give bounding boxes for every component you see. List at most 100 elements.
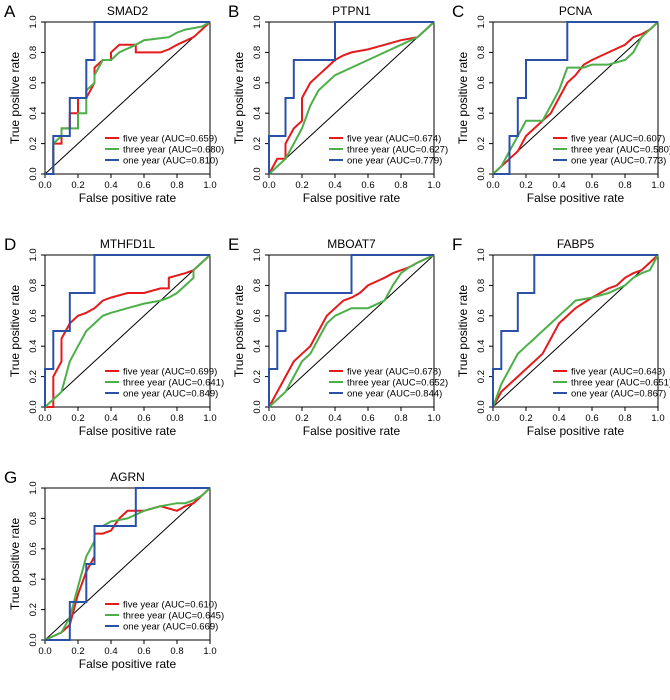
legend-entry: three year (AUC=0.651) (571, 378, 670, 389)
x-tick-label: 0.0 (262, 180, 275, 191)
panel-letter: G (4, 468, 17, 487)
y-axis-title: True positive rate (232, 285, 246, 378)
y-tick-label: 0.6 (252, 76, 263, 89)
panel-letter: E (228, 235, 239, 254)
roc-curve-series-1 (44, 487, 211, 641)
x-tick-label: 0.2 (71, 646, 84, 657)
y-tick-label: 0.8 (476, 279, 487, 292)
legend-entry: three year (AUC=0.680) (123, 145, 224, 156)
x-tick-label: 1.0 (203, 646, 216, 657)
y-tick-label: 0.0 (28, 167, 39, 180)
y-tick-label: 1.0 (28, 15, 39, 28)
legend-entry: five year (AUC=0.643) (571, 367, 665, 378)
panel-title: FABP5 (557, 237, 595, 251)
y-tick-label: 1.0 (28, 248, 39, 261)
x-tick-label: 0.0 (38, 646, 51, 657)
panel-title: PTPN1 (332, 4, 371, 18)
diagonal-reference-line (44, 21, 211, 175)
roc-curve-series-2 (45, 21, 211, 175)
roc-curve-series-3 (268, 254, 434, 407)
roc-curve-series-1 (45, 254, 211, 408)
roc-curve-series-2 (268, 21, 435, 175)
y-tick-label: 0.0 (252, 167, 263, 180)
diagonal-reference-line (268, 21, 435, 175)
y-tick-label: 0.2 (28, 603, 39, 616)
panel-title: PCNA (559, 4, 592, 18)
roc-curve-series-2 (492, 254, 659, 408)
x-tick-label: 0.4 (104, 646, 117, 657)
panel-letter: D (4, 235, 16, 254)
x-tick-label: 0.8 (170, 180, 183, 191)
roc-curve-series-1 (268, 254, 435, 408)
y-tick-label: 1.0 (476, 15, 487, 28)
x-tick-label: 1.0 (203, 180, 216, 191)
y-tick-label: 0.2 (28, 137, 39, 150)
x-tick-label: 0.2 (295, 180, 308, 191)
roc-panel-G: G AGRN 0.0 0.2 0.4 0.6 0.8 1.0 0.0 0.2 0.4 0.6 0.8 1.… (4, 468, 224, 671)
legend-entry: three year (AUC=0.580) (571, 145, 670, 156)
legend-entry: three year (AUC=0.641) (123, 378, 224, 389)
panel-letter: C (452, 2, 464, 21)
legend-entry: five year (AUC=0.610) (123, 600, 217, 611)
panel-letter: F (452, 235, 462, 254)
legend-entry: one year (AUC=0.773) (571, 156, 666, 167)
x-tick-label: 0.2 (519, 413, 532, 424)
y-tick-label: 0.4 (28, 107, 39, 120)
y-axis-title: True positive rate (8, 285, 22, 378)
panel-letter: B (228, 2, 239, 21)
legend-entry: five year (AUC=0.678) (347, 367, 441, 378)
y-tick-label: 0.4 (28, 340, 39, 353)
panel-title: AGRN (110, 470, 145, 484)
diagonal-reference-line (44, 254, 211, 408)
roc-panel-F: F FABP5 0.0 0.2 0.4 0.6 0.8 1.0 0.0 0.2 0.4 0.6 0.8 1… (452, 235, 670, 438)
y-tick-label: 0.0 (28, 633, 39, 646)
x-tick-label: 0.6 (361, 180, 374, 191)
y-tick-label: 0.6 (28, 76, 39, 89)
y-tick-label: 0.2 (476, 137, 487, 150)
legend-entry: five year (AUC=0.659) (123, 134, 217, 145)
roc-curve-series-3 (492, 254, 658, 407)
roc-curve-series-3 (493, 21, 658, 175)
legend-entry: one year (AUC=0.669) (123, 622, 218, 633)
x-axis-title: False positive rate (79, 191, 177, 205)
roc-curve-series-3 (45, 21, 210, 175)
legend-entry: one year (AUC=0.779) (347, 156, 442, 167)
roc-panel-A: A SMAD2 0.0 0.2 0.4 0.6 0.8 1.0 0.0 0.2 0.4 0.6 0.8 1… (4, 2, 224, 205)
y-tick-label: 0.8 (28, 46, 39, 59)
y-tick-label: 1.0 (252, 248, 263, 261)
roc-curve-series-2 (492, 21, 659, 175)
legend-entry: three year (AUC=0.627) (347, 145, 448, 156)
y-axis-title: True positive rate (8, 52, 22, 145)
x-tick-label: 0.4 (104, 180, 117, 191)
roc-curve-series-2 (44, 254, 211, 408)
x-tick-label: 1.0 (651, 413, 664, 424)
y-tick-label: 0.8 (28, 279, 39, 292)
roc-panel-D: D MTHFD1L 0.0 0.2 0.4 0.6 0.8 1.0 0.0 0.2 0.4 0.6 0.… (4, 235, 224, 438)
roc-curve-series-1 (268, 21, 435, 175)
x-tick-label: 1.0 (203, 413, 216, 424)
x-axis-title: False positive rate (79, 657, 177, 671)
legend-entry: five year (AUC=0.674) (347, 134, 441, 145)
roc-curve-series-3 (44, 254, 210, 407)
x-tick-label: 0.8 (394, 413, 407, 424)
x-tick-label: 0.0 (486, 180, 499, 191)
x-tick-label: 0.8 (618, 180, 631, 191)
y-tick-label: 0.6 (28, 542, 39, 555)
roc-curve-series-2 (268, 254, 435, 408)
y-tick-label: 0.8 (28, 512, 39, 525)
roc-panel-E: E MBOAT7 0.0 0.2 0.4 0.6 0.8 1.0 0.0 0.2 0.4 0.6 0.8… (228, 235, 448, 438)
y-axis-title: True positive rate (456, 285, 470, 378)
x-tick-label: 0.8 (618, 413, 631, 424)
y-tick-label: 0.6 (476, 76, 487, 89)
y-tick-label: 1.0 (476, 248, 487, 261)
x-tick-label: 0.6 (137, 646, 150, 657)
y-tick-label: 0.0 (28, 400, 39, 413)
x-tick-label: 1.0 (651, 180, 664, 191)
x-tick-label: 0.8 (394, 180, 407, 191)
x-tick-label: 0.8 (170, 646, 183, 657)
x-tick-label: 1.0 (427, 413, 440, 424)
y-tick-label: 0.0 (476, 167, 487, 180)
y-tick-label: 0.2 (252, 370, 263, 383)
y-tick-label: 0.2 (476, 370, 487, 383)
